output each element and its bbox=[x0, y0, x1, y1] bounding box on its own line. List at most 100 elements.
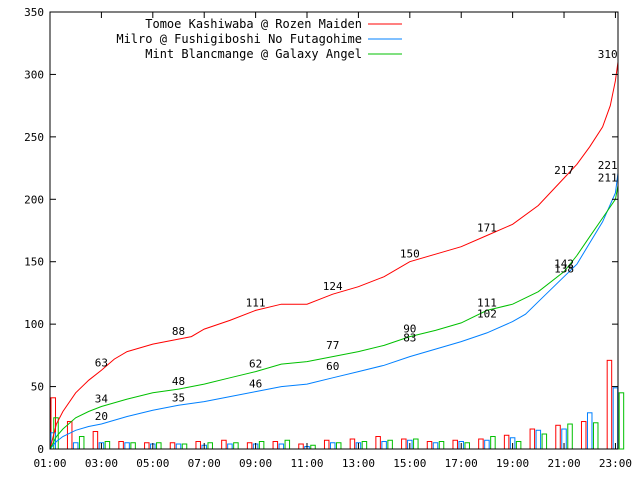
y-tick-label: 150 bbox=[24, 256, 44, 269]
bar-series-3 bbox=[78, 436, 85, 450]
bar-series-1 bbox=[349, 438, 356, 450]
data-label: 90 bbox=[403, 323, 416, 336]
bar-series-1 bbox=[169, 442, 176, 450]
bar-series-2 bbox=[484, 439, 490, 450]
data-label: 77 bbox=[326, 339, 339, 352]
bar-series-1 bbox=[298, 443, 304, 450]
y-tick-label: 50 bbox=[31, 381, 44, 394]
bar-series-1 bbox=[606, 359, 613, 450]
legend-label-series-3: Mint Blancmange @ Galaxy Angel bbox=[145, 47, 362, 61]
bar-series-2 bbox=[586, 412, 593, 450]
y-tick-label: 350 bbox=[24, 6, 44, 19]
data-label: 310 bbox=[598, 48, 618, 61]
plot-frame bbox=[49, 11, 619, 450]
bar-series-1 bbox=[580, 421, 587, 450]
data-label: 111 bbox=[246, 296, 266, 309]
bar-series-3 bbox=[592, 422, 599, 450]
x-tick-label: 03:00 bbox=[85, 457, 118, 470]
bar-series-1 bbox=[375, 436, 381, 450]
bar-series-1 bbox=[144, 442, 150, 450]
x-tick-label: 15:00 bbox=[393, 457, 426, 470]
data-label: 34 bbox=[95, 393, 109, 406]
data-label: 102 bbox=[477, 308, 497, 321]
x-tick-label: 19:00 bbox=[496, 457, 529, 470]
bar-series-2 bbox=[72, 442, 79, 450]
data-label: 211 bbox=[598, 172, 618, 185]
bar-series-1 bbox=[92, 431, 99, 450]
bar-series-1 bbox=[323, 439, 330, 450]
bar-series-3 bbox=[258, 441, 265, 450]
bar-series-1 bbox=[452, 439, 458, 450]
data-label: 142 bbox=[554, 258, 574, 271]
bar-series-1 bbox=[246, 442, 253, 450]
data-label: 83 bbox=[403, 331, 416, 344]
bar-series-1 bbox=[221, 439, 227, 450]
y-tick-label: 0 bbox=[37, 443, 44, 456]
data-label: 138 bbox=[554, 263, 574, 276]
bar-series-2 bbox=[329, 442, 336, 450]
x-tick-label: 17:00 bbox=[445, 457, 478, 470]
data-label: 217 bbox=[554, 164, 574, 177]
data-label: 48 bbox=[172, 375, 185, 388]
bar-series-1 bbox=[555, 424, 561, 450]
bar-series-1 bbox=[272, 441, 279, 450]
data-label: 124 bbox=[323, 280, 343, 293]
bar-series-1 bbox=[118, 441, 124, 450]
y-tick-label: 250 bbox=[24, 131, 44, 144]
bar-series-2 bbox=[612, 387, 619, 450]
bar-series-3 bbox=[233, 442, 239, 450]
data-labels-layer: 63 88 111 124 150 171 217 310 20 35 46 60 83 102 138 22… bbox=[95, 48, 618, 423]
bar-series-2 bbox=[124, 442, 130, 450]
x-tick-label: 09:00 bbox=[239, 457, 272, 470]
bar-series-1 bbox=[195, 441, 201, 450]
bars-layer bbox=[50, 359, 625, 450]
data-label: 171 bbox=[477, 221, 497, 234]
bar-series-2 bbox=[278, 443, 285, 450]
bar-series-1 bbox=[66, 421, 73, 450]
y-tick-label: 200 bbox=[24, 193, 44, 206]
bar-series-3 bbox=[618, 392, 625, 450]
bar-series-2 bbox=[381, 441, 387, 450]
line-series-2 bbox=[49, 173, 619, 450]
axes-layer: 0 50 100 150 200 250 300 350 01:00 03:00 05:00 07:0… bbox=[24, 6, 632, 470]
line-series-3 bbox=[49, 185, 619, 450]
bar-series-3 bbox=[541, 433, 548, 450]
bar-series-3 bbox=[361, 441, 368, 450]
bar-series-3 bbox=[438, 441, 445, 450]
bar-series-1 bbox=[529, 428, 536, 450]
bar-series-3 bbox=[490, 436, 496, 450]
bar-series-1 bbox=[426, 441, 433, 450]
legend-label-series-2: Milro @ Fushigiboshi No Futagohime bbox=[116, 32, 362, 46]
x-tick-label: 05:00 bbox=[136, 457, 169, 470]
bar-series-3 bbox=[387, 439, 393, 450]
x-tick-label: 23:00 bbox=[599, 457, 632, 470]
bar-series-3 bbox=[310, 444, 316, 450]
bar-series-3 bbox=[156, 442, 162, 450]
data-label: 20 bbox=[95, 410, 108, 423]
bar-series-1 bbox=[401, 438, 407, 450]
bar-series-2 bbox=[535, 429, 542, 450]
bar-series-3 bbox=[284, 439, 291, 450]
x-tick-label: 21:00 bbox=[547, 457, 580, 470]
bar-series-3 bbox=[104, 441, 111, 450]
data-label: 60 bbox=[326, 360, 339, 373]
y-tick-label: 300 bbox=[24, 68, 44, 81]
legend-label-series-1: Tomoe Kashiwaba @ Rozen Maiden bbox=[145, 17, 362, 31]
bar-series-3 bbox=[515, 441, 522, 450]
bar-series-1 bbox=[478, 438, 484, 450]
x-tick-label: 07:00 bbox=[188, 457, 221, 470]
data-label: 63 bbox=[95, 356, 108, 369]
x-tick-label: 01:00 bbox=[33, 457, 66, 470]
bar-series-3 bbox=[130, 442, 136, 450]
data-label: 62 bbox=[249, 358, 262, 371]
lines-layer bbox=[49, 61, 619, 450]
bar-series-2 bbox=[175, 443, 182, 450]
y-tick-label: 100 bbox=[24, 318, 44, 331]
bar-series-2 bbox=[227, 443, 233, 450]
x-tick-label: 11:00 bbox=[290, 457, 323, 470]
x-tick-label: 13:00 bbox=[342, 457, 375, 470]
data-label: 88 bbox=[172, 325, 185, 338]
bar-series-3 bbox=[181, 443, 188, 450]
